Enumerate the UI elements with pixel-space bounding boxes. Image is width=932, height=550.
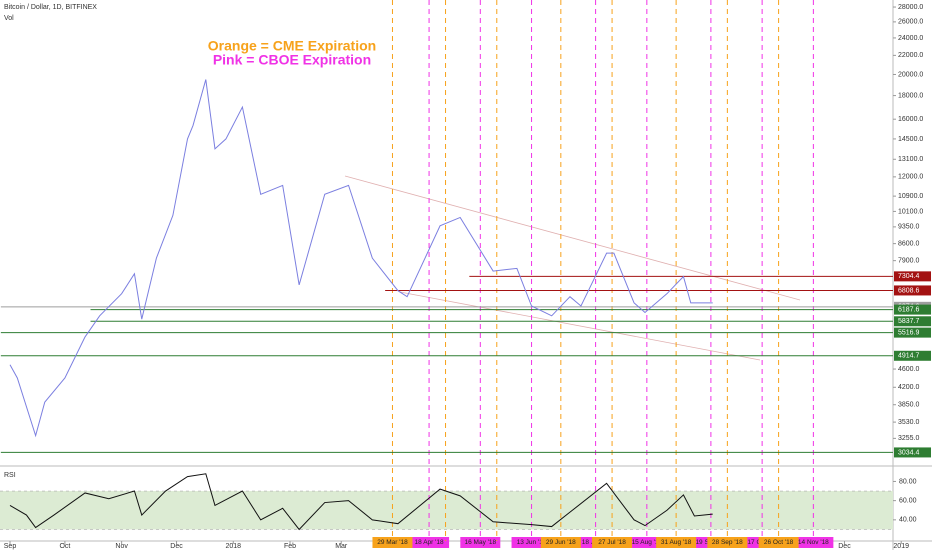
x-tick-label: Mar (335, 543, 348, 550)
price-label: 7304.4 (898, 273, 920, 280)
price-label: 5516.9 (898, 329, 920, 336)
x-tick-label: Oct (59, 543, 70, 550)
y-tick-label: 22000.0 (898, 52, 923, 59)
y-tick-label: 4600.0 (898, 366, 920, 373)
price-label: 3034.4 (898, 449, 920, 456)
y-tick-label: 24000.0 (898, 35, 923, 42)
y-tick-label: 16000.0 (898, 116, 923, 123)
date-flag-label: 27 Jul '18 (598, 539, 626, 546)
date-flag (540, 537, 581, 548)
date-flag (793, 537, 834, 548)
date-flag-label: 18 Apr '18 (415, 539, 444, 546)
price-label-box (894, 285, 931, 296)
price-label-box (894, 316, 931, 327)
y-tick-label: 3255.0 (898, 435, 920, 442)
price-label: 6808.6 (898, 287, 920, 294)
y-tick-label: 60.00 (899, 497, 917, 504)
date-flag-label: 16 May '18 (465, 539, 497, 546)
price-label: 5837.7 (898, 318, 920, 325)
y-tick-label: 18000.0 (898, 92, 923, 99)
date-flag (626, 537, 667, 548)
y-tick-label: 20000.0 (898, 71, 923, 78)
annotation: Pink = CBOE Expiration (213, 52, 371, 68)
date-flag (511, 537, 552, 548)
y-tick-label: 7900.0 (898, 257, 920, 264)
y-tick-label: 28000.0 (898, 4, 923, 11)
y-tick-label: 8600.0 (898, 240, 920, 247)
y-tick-label: 26000.0 (898, 19, 923, 26)
rsi-band (0, 491, 893, 530)
date-flag (656, 537, 697, 548)
price-label-box (894, 447, 931, 458)
annotation: Orange = CME Expiration (208, 38, 376, 54)
date-flag-label: 26 Oct '18 (764, 539, 794, 546)
date-flag-label: 31 Aug '18 (661, 539, 692, 546)
date-flag-label: 29 Mar '18 (377, 539, 408, 546)
date-flag-label: 29 Jun '18 (546, 539, 576, 546)
y-tick-label: 9350.0 (898, 224, 920, 231)
price-label: 6187.6 (898, 306, 920, 313)
x-tick-label: 2018 (225, 543, 241, 550)
price-label-box (894, 350, 931, 361)
date-flag (592, 537, 633, 548)
x-tick-label: Nov (115, 543, 128, 550)
y-tick-label: 4200.0 (898, 384, 920, 391)
date-flag (707, 537, 748, 548)
y-tick-label: 80.00 (899, 478, 917, 485)
date-flag (372, 537, 413, 548)
y-tick-label: 13100.0 (898, 156, 923, 163)
y-tick-label: 14500.0 (898, 136, 923, 143)
date-flag-label: 28 Sep '18 (712, 539, 743, 546)
volume-label: Vol (4, 15, 14, 22)
date-flag-label: 15 Aug '18 (632, 539, 663, 546)
trend-line (399, 291, 761, 361)
price-label: 4914.7 (898, 353, 920, 360)
price-line (9, 79, 713, 438)
y-tick-label: 3850.0 (898, 402, 920, 409)
date-flag (758, 537, 799, 548)
date-flag-label: 14 Nov '18 (798, 539, 829, 546)
x-tick-label: Dec (838, 543, 851, 550)
x-tick-label: Feb (284, 543, 296, 550)
rsi-title: RSI (4, 472, 16, 479)
trend-line (344, 175, 801, 301)
x-tick-label: 2019 (893, 543, 909, 550)
y-tick-label: 12000.0 (898, 174, 923, 181)
date-flag (409, 537, 450, 548)
y-tick-label: 10100.0 (898, 208, 923, 215)
y-tick-label: 40.00 (899, 517, 917, 524)
x-tick-label: Sep (4, 543, 17, 550)
date-flag (460, 537, 501, 548)
x-tick-label: Dec (170, 543, 183, 550)
y-tick-label: 3530.0 (898, 419, 920, 426)
price-label-box (894, 327, 931, 338)
price-label-box (894, 271, 931, 282)
rsi-line (9, 473, 713, 531)
y-tick-label: 10900.0 (898, 193, 923, 200)
date-flag-label: 13 Jun '18 (517, 539, 547, 546)
price-label-box (894, 304, 931, 315)
chart-title: Bitcoin / Dollar, 1D, BITFINEX (4, 4, 97, 11)
